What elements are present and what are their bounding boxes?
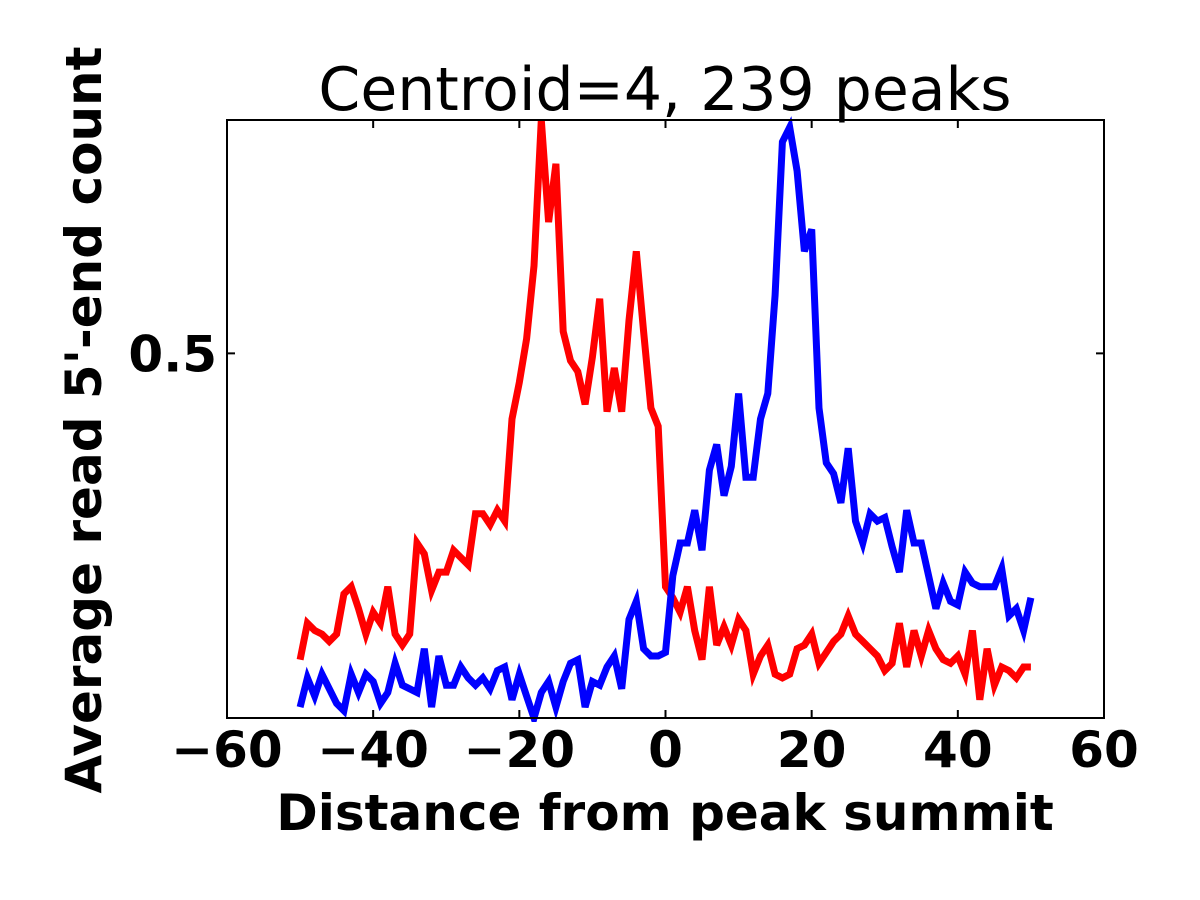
y-axis-label: Average read 5'-end count [55, 46, 113, 793]
x-tick-label: 60 [1069, 721, 1139, 779]
plot-lines [296, 116, 1035, 722]
x-tick-label: −60 [171, 721, 282, 779]
x-tick-label: −20 [464, 721, 575, 779]
x-tick-label: −40 [317, 721, 428, 779]
x-tick-label: 20 [777, 721, 847, 779]
chart-title: Centroid=4, 239 peaks [318, 55, 1011, 125]
y-tick-label: 0.5 [128, 325, 217, 383]
axis-ticks: −60 −40 −20 0 20 40 60 0.5 [128, 120, 1139, 779]
series-line-1 [296, 119, 1031, 701]
x-tick-label: 0 [648, 721, 683, 779]
series-line-2 [296, 116, 1035, 722]
x-tick-label: 40 [923, 721, 993, 779]
x-axis-label: Distance from peak summit [276, 784, 1054, 842]
